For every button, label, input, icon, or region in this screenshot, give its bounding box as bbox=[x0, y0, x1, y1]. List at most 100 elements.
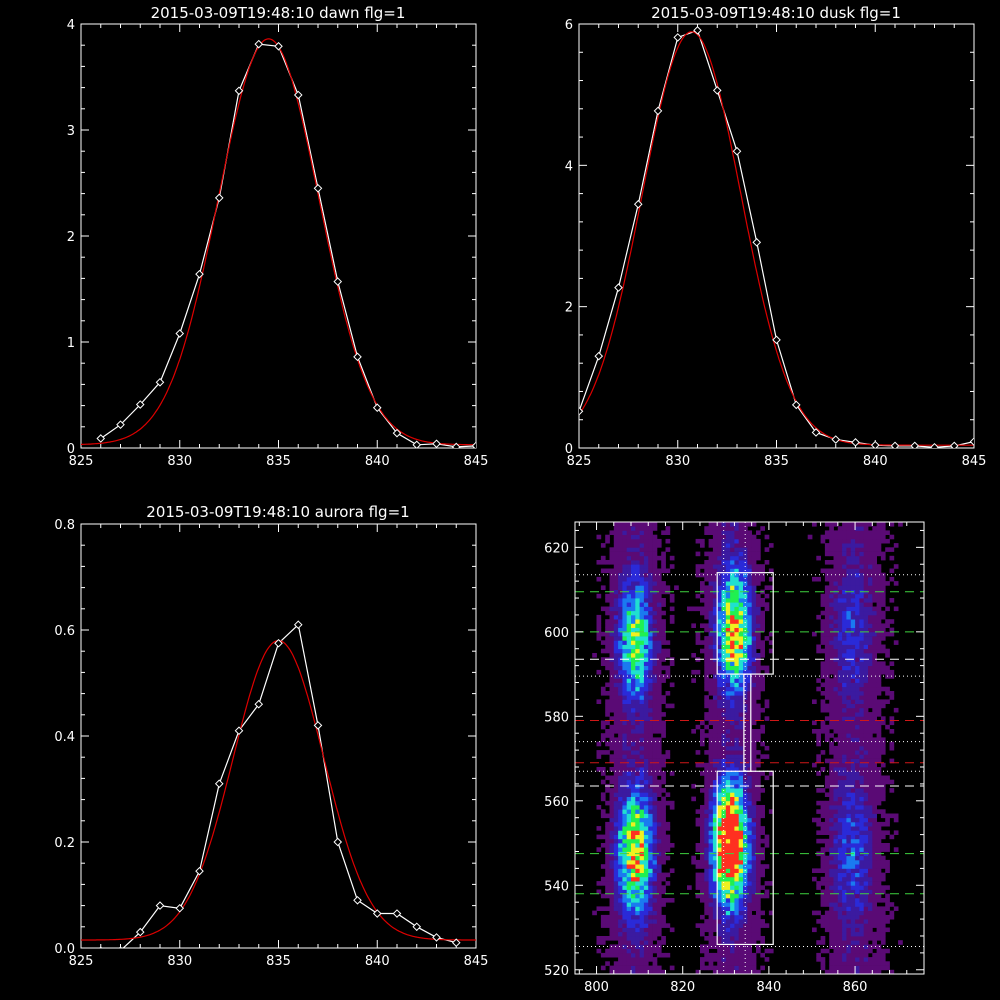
dusk-data-point bbox=[653, 106, 663, 116]
heatmap-pixel bbox=[643, 522, 649, 527]
heatmap-pixel bbox=[734, 703, 740, 709]
heatmap-pixel bbox=[613, 834, 619, 840]
heatmap-pixel bbox=[656, 720, 662, 726]
heatmap-pixel bbox=[734, 750, 740, 755]
heatmap-pixel bbox=[635, 585, 640, 590]
heatmap-pixel bbox=[600, 750, 606, 755]
heatmap-pixel bbox=[635, 969, 640, 974]
heatmap-pixel bbox=[850, 543, 856, 548]
heatmap-pixel bbox=[889, 716, 895, 721]
heatmap-pixel bbox=[743, 576, 748, 582]
heatmap-pixel bbox=[842, 931, 847, 937]
heatmap-pixel bbox=[717, 767, 722, 772]
heatmap-pixel bbox=[734, 644, 740, 650]
heatmap-pixel bbox=[885, 885, 890, 890]
heatmap-pixel bbox=[643, 614, 649, 620]
heatmap-pixel bbox=[872, 758, 877, 764]
heatmap-pixel bbox=[868, 522, 873, 527]
heatmap-pixel bbox=[820, 636, 826, 641]
heatmap-pixel bbox=[661, 872, 666, 878]
heatmap-pixel bbox=[712, 952, 718, 958]
heatmap-pixel bbox=[613, 931, 619, 937]
heatmap-pixel bbox=[635, 965, 640, 971]
heatmap-pixel bbox=[717, 602, 722, 607]
heatmap-pixel bbox=[768, 910, 774, 916]
heatmap-pixel bbox=[812, 631, 817, 637]
heatmap-pixel bbox=[635, 653, 640, 658]
heatmap-pixel bbox=[622, 602, 628, 607]
heatmap-pixel bbox=[824, 568, 830, 574]
heatmap-pixel bbox=[837, 631, 843, 637]
heatmap-pixel bbox=[635, 526, 640, 531]
heatmap-pixel bbox=[643, 868, 649, 873]
heatmap-pixel bbox=[833, 631, 839, 637]
heatmap-pixel bbox=[829, 838, 834, 844]
heatmap-pixel bbox=[600, 543, 606, 548]
heatmap-pixel bbox=[751, 585, 757, 590]
heatmap-pixel bbox=[600, 640, 606, 645]
heatmap-pixel bbox=[613, 547, 619, 552]
heatmap-pixel bbox=[842, 881, 847, 886]
heatmap-pixel bbox=[639, 885, 645, 890]
heatmap-pixel bbox=[829, 724, 834, 730]
heatmap-pixel bbox=[859, 902, 865, 907]
heatmap-pixel bbox=[652, 792, 658, 797]
heatmap-pixel bbox=[656, 838, 662, 844]
heatmap-pixel bbox=[700, 598, 705, 603]
heatmap-pixel bbox=[738, 859, 744, 865]
heatmap-pixel bbox=[700, 813, 705, 819]
heatmap-pixel bbox=[639, 522, 645, 527]
heatmap-pixel bbox=[734, 965, 740, 971]
heatmap-pixel bbox=[618, 847, 623, 852]
heatmap-pixel bbox=[846, 927, 852, 933]
heatmap-pixel bbox=[708, 707, 714, 713]
heatmap-pixel bbox=[691, 859, 696, 865]
heatmap-pixel bbox=[880, 720, 886, 726]
heatmap-pixel bbox=[730, 614, 735, 620]
heatmap-pixel bbox=[618, 543, 623, 548]
heatmap-pixel bbox=[760, 564, 765, 569]
heatmap-pixel bbox=[656, 610, 662, 616]
heatmap-pixel bbox=[837, 834, 843, 840]
heatmap-pixel bbox=[747, 847, 752, 852]
heatmap-pixel bbox=[639, 788, 645, 793]
heatmap-pixel bbox=[643, 931, 649, 937]
heatmap-pixel bbox=[876, 699, 882, 704]
heatmap-pixel bbox=[863, 712, 869, 717]
heatmap-pixel bbox=[643, 792, 649, 797]
heatmap-pixel bbox=[868, 551, 873, 557]
heatmap-pixel bbox=[725, 581, 731, 586]
heatmap-pixel bbox=[700, 961, 705, 966]
heatmap-pixel bbox=[872, 914, 877, 920]
heatmap-pixel bbox=[863, 695, 869, 700]
heatmap-pixel bbox=[829, 800, 834, 806]
heatmap-pixel bbox=[743, 898, 748, 903]
heatmap-pixel bbox=[656, 898, 662, 903]
heatmap-pixel bbox=[738, 914, 744, 920]
heatmap-pixel bbox=[738, 961, 744, 966]
heatmap-pixel bbox=[846, 538, 852, 544]
heatmap-pixel bbox=[639, 610, 645, 616]
heatmap-pixel bbox=[704, 809, 709, 814]
heatmap-pixel bbox=[829, 889, 834, 895]
heatmap-pixel bbox=[643, 788, 649, 793]
heatmap-pixel bbox=[708, 944, 714, 949]
heatmap-pixel bbox=[622, 889, 628, 895]
heatmap-pixel bbox=[631, 881, 636, 886]
heatmap-pixel bbox=[648, 538, 653, 544]
heatmap-pixel bbox=[605, 834, 610, 840]
heatmap-pixel bbox=[855, 729, 860, 734]
heatmap-pixel bbox=[829, 957, 834, 962]
aurora-ytick-label: 0.6 bbox=[54, 624, 75, 639]
heatmap-pixel bbox=[816, 788, 821, 793]
heatmap-pixel bbox=[635, 543, 640, 548]
heatmap-pixel bbox=[712, 902, 718, 907]
heatmap-pixel bbox=[824, 813, 830, 819]
heatmap-pixel bbox=[643, 876, 649, 882]
heatmap-pixel bbox=[721, 593, 727, 599]
heatmap-pixel bbox=[872, 589, 877, 595]
heatmap-pixel bbox=[837, 758, 843, 764]
heatmap-pixel bbox=[631, 855, 636, 861]
heatmap-pixel bbox=[652, 927, 658, 933]
heatmap-pixel bbox=[872, 703, 877, 709]
